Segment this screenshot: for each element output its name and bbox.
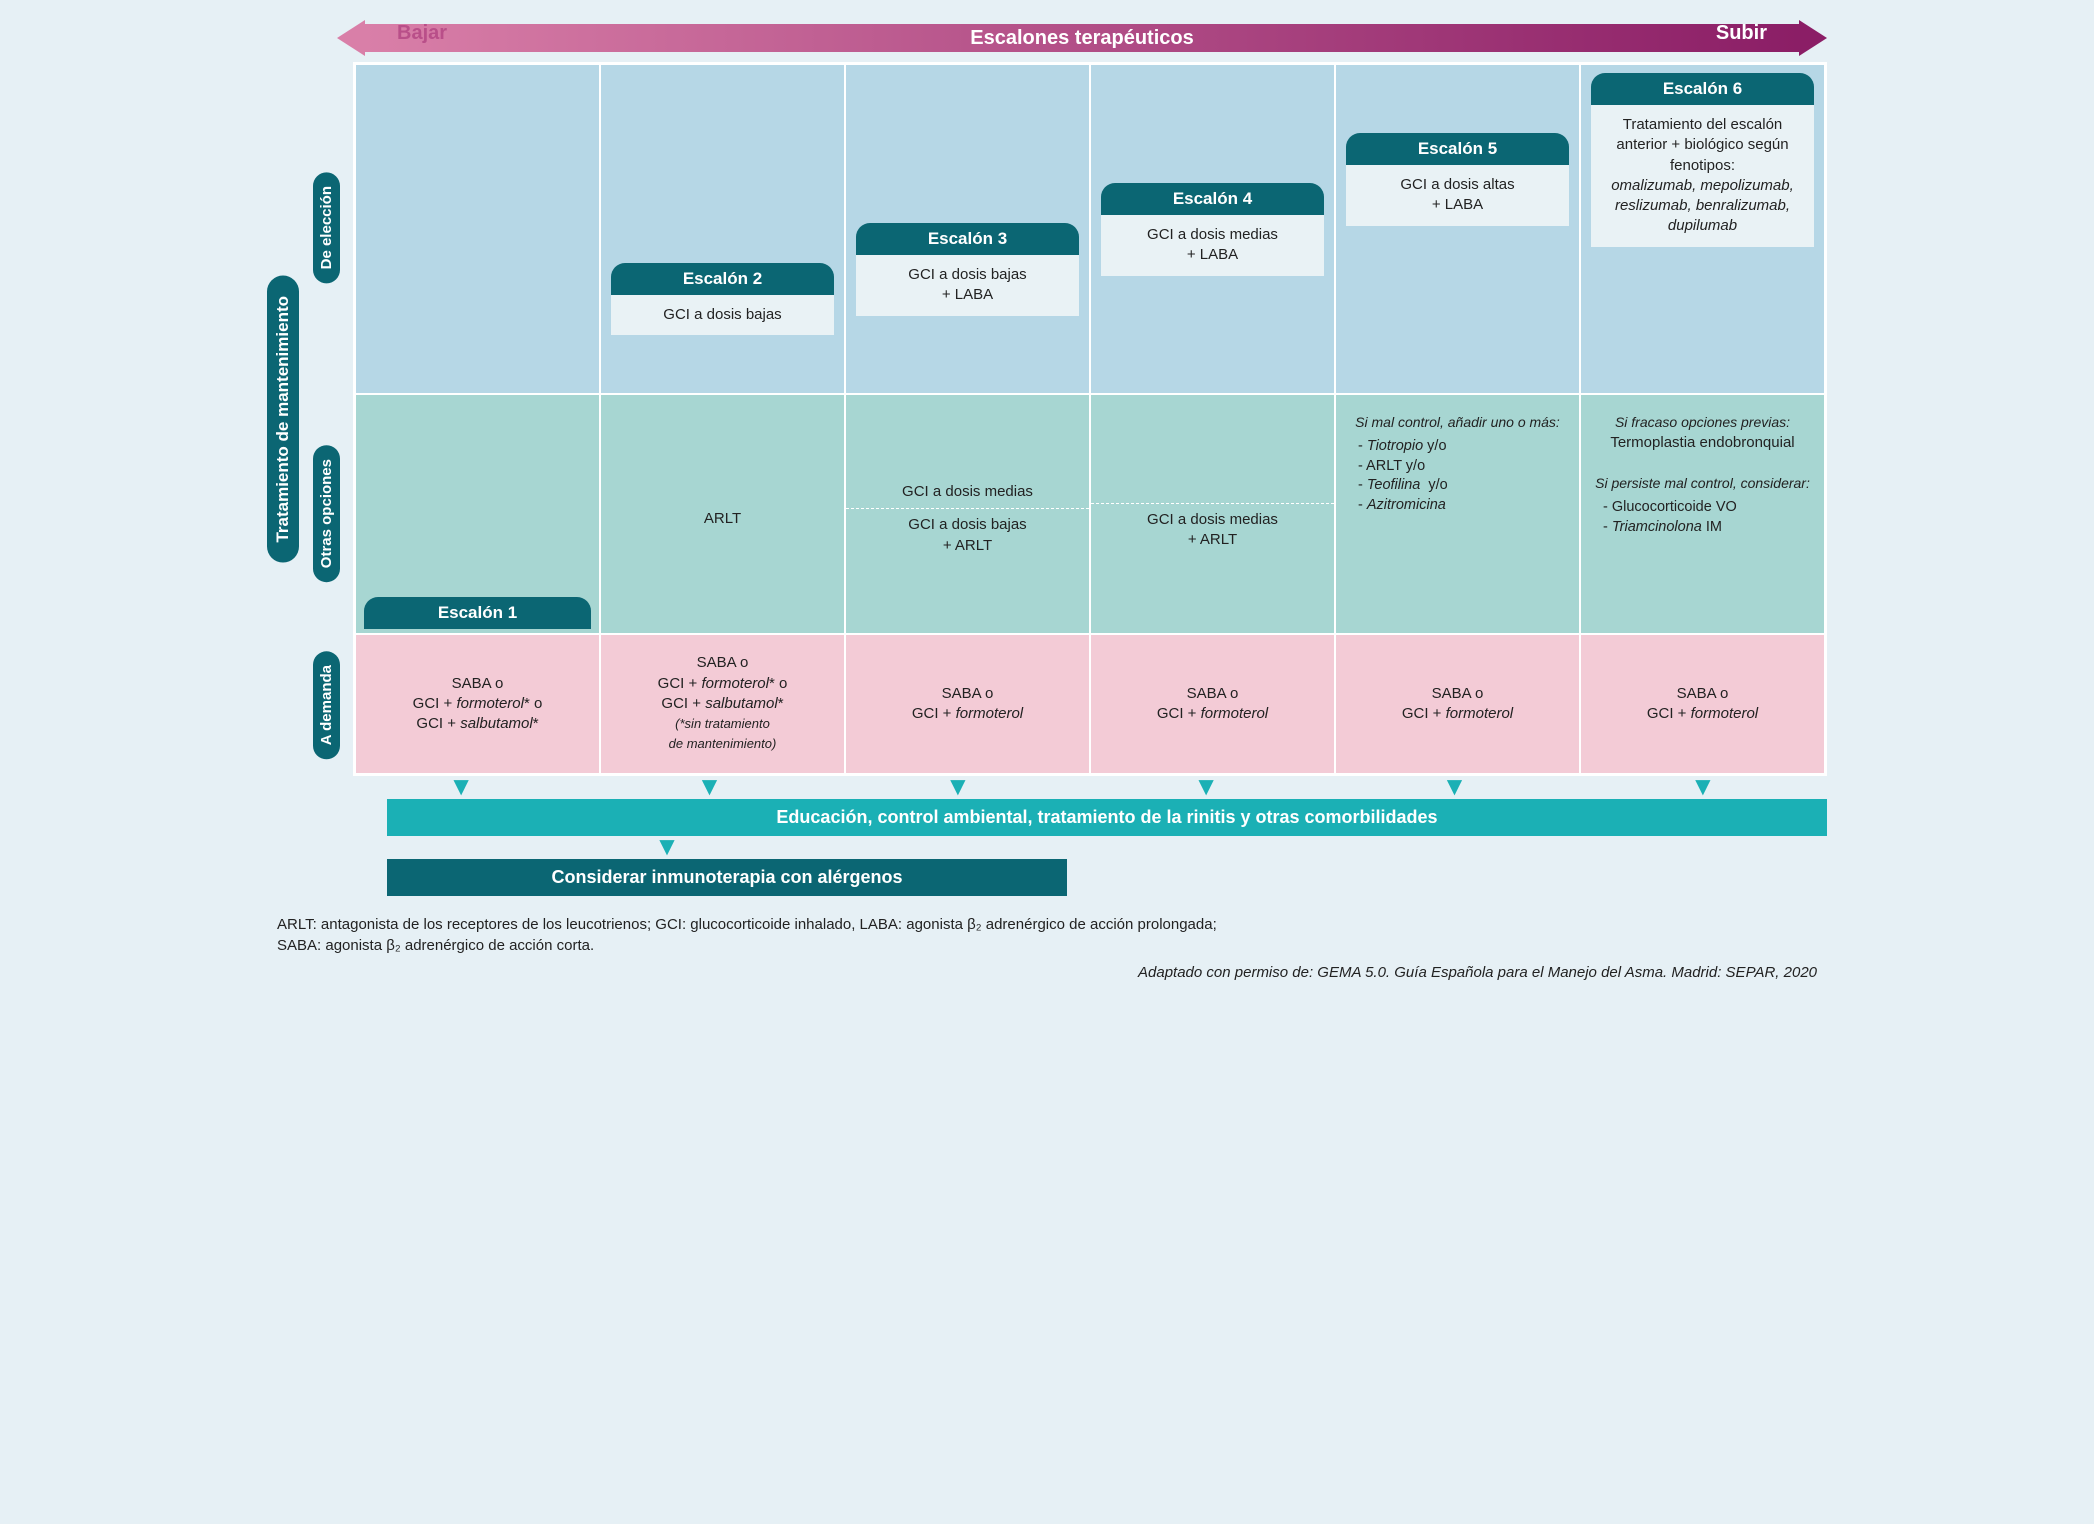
cell-r3-c6: SABA oGCI + formoterol	[1580, 634, 1825, 774]
cell-r3-c5: SABA oGCI + formoterol	[1335, 634, 1580, 774]
cell-r3-c2: SABA oGCI + formoterol* oGCI + salbutamo…	[600, 634, 845, 774]
cell-r1-c1	[355, 64, 600, 394]
chevron-down-icon: ▼	[337, 776, 585, 797]
cell-r3-c3: SABA oGCI + formoterol	[845, 634, 1090, 774]
step-demanda: SABA oGCI + formoterol* oGCI + salbutamo…	[366, 674, 589, 735]
vlabel-row1: De elección	[305, 63, 347, 393]
cell-r1-c2: Escalón 2GCI a dosis bajas	[600, 64, 845, 394]
main-grid-area: Tratamiento de mantenimiento De elección…	[267, 62, 1827, 776]
arrow-right-icon	[1799, 20, 1827, 56]
footnotes: ARLT: antagonista de los receptores de l…	[277, 914, 1817, 983]
step-demanda: SABA oGCI + formoterol* oGCI + salbutamo…	[611, 653, 834, 754]
step-eleccion: Tratamiento del escalón anterior + bioló…	[1591, 105, 1814, 247]
step-otras: Si mal control, añadir uno o más:- Tiotr…	[1346, 413, 1569, 520]
step-otras: Si fracaso opciones previas:Termoplastia…	[1591, 413, 1814, 541]
figure-wrap: Escalones terapéuticos Bajar Subir Trata…	[267, 20, 1827, 983]
step-demanda: SABA oGCI + formoterol	[856, 684, 1079, 725]
cell-r3-c1: SABA oGCI + formoterol* oGCI + salbutamo…	[355, 634, 600, 774]
step-eleccion: GCI a dosis altas+ LABA	[1346, 165, 1569, 226]
cell-r2-c6: Si fracaso opciones previas:Termoplastia…	[1580, 394, 1825, 634]
source-citation: Adaptado con permiso de: GEMA 5.0. Guía …	[277, 962, 1817, 983]
chevron-down-icon: ▼	[834, 776, 1082, 797]
education-bar: Educación, control ambiental, tratamient…	[387, 799, 1827, 836]
vlabel-rows-col: De elección Otras opciones A demanda	[305, 62, 347, 776]
vlabel-row3: A demanda	[305, 635, 347, 775]
gradient-arrow-bar: Escalones terapéuticos Bajar Subir	[337, 20, 1827, 56]
step-eleccion: GCI a dosis medias+ LABA	[1101, 215, 1324, 276]
vlabel-main: Tratamiento de mantenimiento	[267, 276, 299, 563]
step-header: Escalón 1	[364, 597, 591, 629]
vlabel-main-col: Tratamiento de mantenimiento	[267, 62, 299, 776]
cell-r1-c3: Escalón 3GCI a dosis bajas+ LABA	[845, 64, 1090, 394]
step-header: Escalón 3	[856, 223, 1079, 255]
cell-r3-c4: SABA oGCI + formoterol	[1090, 634, 1335, 774]
cell-r2-c5: Si mal control, añadir uno o más:- Tiotr…	[1335, 394, 1580, 634]
steps-grid: Escalón 2GCI a dosis bajasEscalón 3GCI a…	[353, 62, 1827, 776]
step-otras: ARLT	[611, 509, 834, 529]
step-otras: GCI a dosis medias+ ARLT	[1101, 413, 1324, 551]
step-header: Escalón 6	[1591, 73, 1814, 105]
immunotherapy-bar: Considerar inmunoterapia con alérgenos	[387, 859, 1067, 896]
step-header: Escalón 4	[1101, 183, 1324, 215]
step-header: Escalón 5	[1346, 133, 1569, 165]
step-demanda: SABA oGCI + formoterol	[1346, 684, 1569, 725]
cell-r2-c4: GCI a dosis medias+ ARLT	[1090, 394, 1335, 634]
arrow-right-label: Subir	[1716, 22, 1767, 45]
step-eleccion: GCI a dosis bajas	[611, 295, 834, 335]
arrow-left-label: Bajar	[397, 22, 447, 45]
step-otras: GCI a dosis mediasGCI a dosis bajas+ ARL…	[856, 482, 1079, 556]
down-arrows-row: ▼ ▼ ▼ ▼ ▼ ▼	[337, 776, 1827, 797]
step-demanda: SABA oGCI + formoterol	[1101, 684, 1324, 725]
chevron-down-icon: ▼	[1082, 776, 1330, 797]
step-demanda: SABA oGCI + formoterol	[1591, 684, 1814, 725]
cell-r1-c6: Escalón 6Tratamiento del escalón anterio…	[1580, 64, 1825, 394]
step-eleccion: GCI a dosis bajas+ LABA	[856, 255, 1079, 316]
arrow-center-label: Escalones terapéuticos	[365, 24, 1799, 52]
cell-r2-c1: Escalón 1	[355, 394, 600, 634]
chevron-down-icon: ▼	[585, 776, 833, 797]
chevron-down-icon: ▼	[1330, 776, 1578, 797]
cell-r1-c5: Escalón 5GCI a dosis altas+ LABA	[1335, 64, 1580, 394]
cell-r2-c2: ARLT	[600, 394, 845, 634]
arrow-left-icon	[337, 20, 365, 56]
chevron-down-icon: ▼	[1579, 776, 1827, 797]
abbreviations-text: ARLT: antagonista de los receptores de l…	[277, 914, 1817, 956]
cell-r2-c3: GCI a dosis mediasGCI a dosis bajas+ ARL…	[845, 394, 1090, 634]
chevron-down-icon: ▼	[387, 836, 947, 857]
step-header: Escalón 2	[611, 263, 834, 295]
cell-r1-c4: Escalón 4GCI a dosis medias+ LABA	[1090, 64, 1335, 394]
vlabel-row2: Otras opciones	[305, 394, 347, 634]
